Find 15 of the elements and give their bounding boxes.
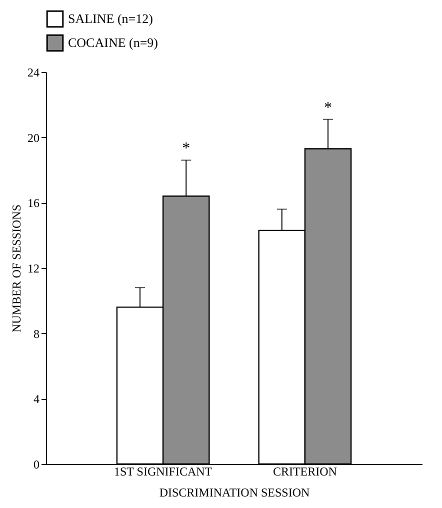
x-axis-title: DISCRIMINATION SESSION — [159, 486, 310, 500]
y-tick-label: 12 — [28, 262, 40, 276]
y-tick-label: 20 — [28, 130, 40, 145]
legend-label: SALINE (n=12) — [68, 11, 153, 26]
annotation: * — [182, 140, 190, 158]
y-tick-label: 4 — [34, 392, 40, 406]
x-tick-label: 1ST SIGNIFICANT — [114, 464, 213, 478]
legend-label: COCAINE (n=9) — [68, 35, 158, 50]
y-tick-label: 24 — [28, 66, 40, 80]
y-tick-label: 16 — [28, 196, 40, 210]
y-axis-title: NUMBER OF SESSIONS — [10, 204, 24, 333]
x-tick-label: CRITERION — [272, 464, 338, 478]
y-tick-label: 8 — [34, 326, 40, 341]
y-tick-label: 0 — [34, 458, 40, 472]
annotation: * — [324, 99, 332, 116]
